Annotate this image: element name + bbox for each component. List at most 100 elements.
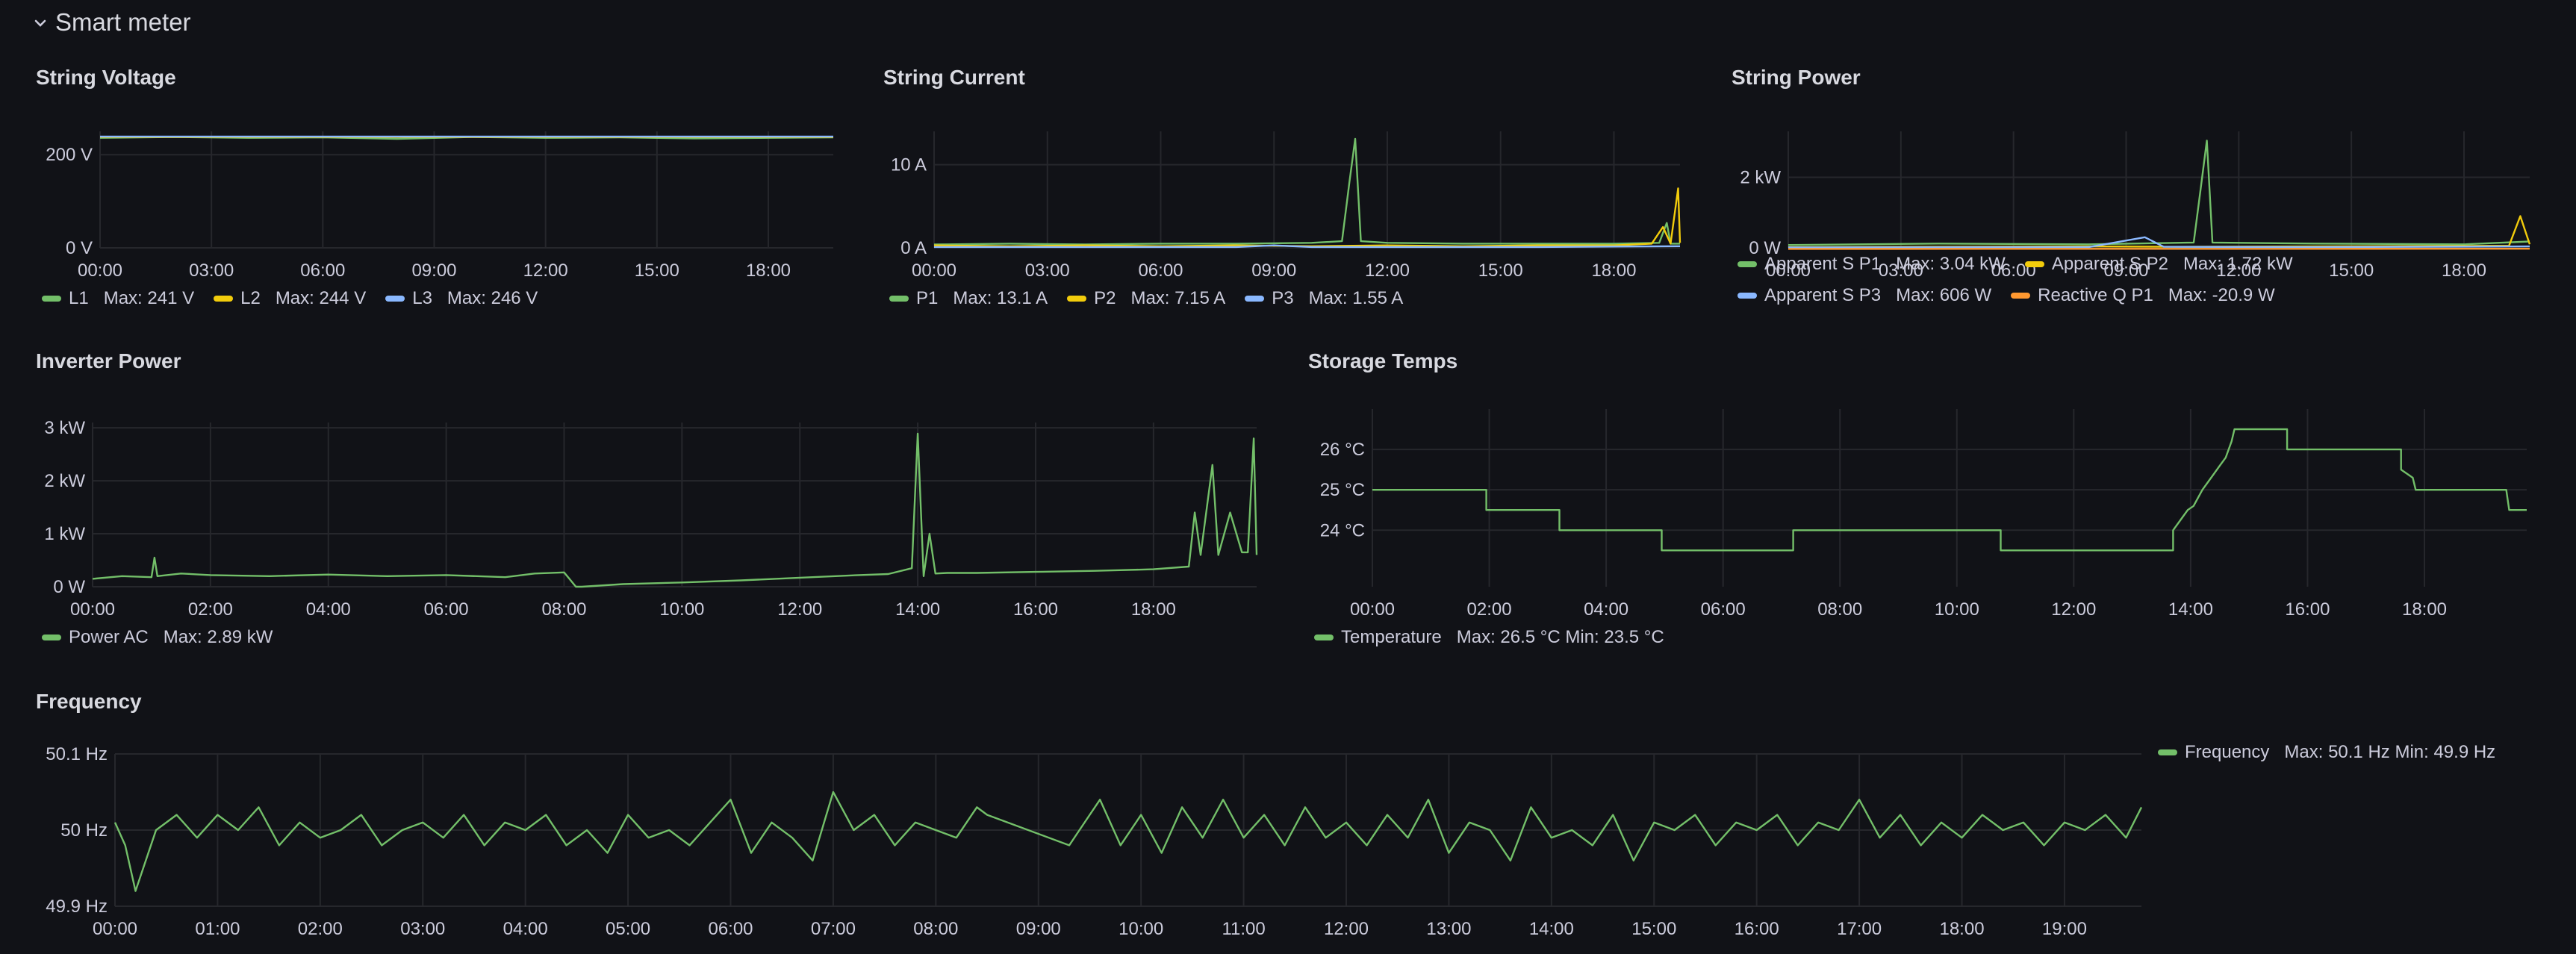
y-tick-label: 10 A	[891, 155, 927, 175]
x-tick-label: 01:00	[195, 919, 240, 939]
series-line-p1	[933, 137, 1680, 246]
legend-item[interactable]: Apparent S P1 Max: 3.04 kW	[1737, 254, 2006, 275]
x-tick-label: 03:00	[189, 261, 234, 281]
legend-item[interactable]: L3 Max: 246 V	[385, 288, 538, 309]
x-tick-label: 04:00	[1584, 599, 1628, 620]
y-tick-label: 0 W	[1749, 238, 1781, 258]
x-tick-label: 02:00	[1467, 599, 1512, 620]
legend-item[interactable]: Apparent S P3 Max: 606 W	[1737, 285, 1991, 306]
y-tick-label: 1 kW	[44, 524, 85, 544]
legend: Temperature Max: 26.5 °C Min: 23.5 °C	[1314, 627, 1664, 648]
legend-series-name: P2	[1094, 288, 1116, 308]
y-tick-label: 2 kW	[1740, 167, 1781, 187]
string-current-chart: 0 A 10 A 00:00 03:00 06:00 09:00 12:00 15:00 18:…	[891, 131, 1681, 281]
legend: L1 Max: 241 V L2 Max: 244 V L3 Max: 246 V	[42, 288, 538, 309]
series-line-apparent-s-p1	[1788, 140, 2530, 246]
series-line-power-ac	[92, 432, 1258, 588]
x-tick-label: 08:00	[541, 599, 586, 620]
legend-swatch	[385, 296, 405, 302]
legend-swatch	[1737, 293, 1757, 299]
legend-stats: Max: 7.15 A	[1130, 288, 1226, 308]
frequency-chart: 49.9 Hz 50 Hz 50.1 Hz 00:00 01:00 02:00 03:00 0…	[46, 744, 2143, 939]
legend-swatch	[1067, 296, 1087, 302]
panel-storage-temps: Storage Temps 24 °C 25 °C 26 °C 00:00 02:00 0…	[1308, 349, 2555, 663]
y-tick-label: 26 °C	[1320, 440, 1365, 460]
y-tick-label: 200 V	[46, 145, 93, 165]
legend: P1 Max: 13.1 A P2 Max: 7.15 A P3 Max: 1.55 A	[889, 288, 1403, 309]
legend-swatch	[2024, 261, 2044, 267]
chevron-down-icon	[33, 8, 48, 37]
legend-item[interactable]: P2 Max: 7.15 A	[1067, 288, 1225, 309]
legend-item[interactable]: Temperature Max: 26.5 °C Min: 23.5 °C	[1314, 627, 1664, 648]
x-tick-label: 15:00	[1631, 919, 1676, 939]
series-line-p2	[933, 187, 1681, 248]
legend: Power AC Max: 2.89 kW	[42, 627, 273, 648]
x-tick-label: 12:00	[1365, 261, 1410, 281]
x-tick-label: 07:00	[811, 919, 856, 939]
x-tick-label: 00:00	[70, 599, 115, 620]
x-tick-label: 19:00	[2042, 919, 2087, 939]
legend-stats: Max: 13.1 A	[953, 288, 1048, 308]
x-tick-label: 00:00	[78, 261, 122, 281]
panel-string-voltage: String Voltage 0 V 200 V 00:00 03:00 06:00 09…	[36, 66, 835, 319]
x-tick-label: 06:00	[1138, 261, 1183, 281]
x-tick-label: 18:00	[1939, 919, 1984, 939]
legend-item[interactable]: Frequency Max: 50.1 Hz Min: 49.9 Hz	[2158, 742, 2495, 763]
x-tick-label: 03:00	[1025, 261, 1070, 281]
legend-stats: Max: 1.55 A	[1308, 288, 1404, 308]
legend-stats: Max: 26.5 °C Min: 23.5 °C	[1456, 627, 1664, 647]
legend-item[interactable]: Apparent S P2 Max: 1.72 kW	[2024, 254, 2293, 275]
legend: Apparent S P1 Max: 3.04 kW Apparent S P2 Ma…	[1737, 254, 2484, 306]
x-tick-label: 00:00	[912, 261, 956, 281]
legend-series-name: P1	[916, 288, 939, 308]
y-tick-label: 0 V	[66, 238, 93, 258]
row-toggle-smart-meter[interactable]: Smart meter	[33, 6, 191, 39]
legend-item[interactable]: Power AC Max: 2.89 kW	[42, 627, 273, 648]
legend-item[interactable]: P1 Max: 13.1 A	[889, 288, 1048, 309]
x-tick-label: 09:00	[1016, 919, 1061, 939]
x-tick-label: 12:00	[2051, 599, 2096, 620]
x-tick-label: 02:00	[188, 599, 233, 620]
x-tick-label: 12:00	[1324, 919, 1369, 939]
x-tick-label: 14:00	[1529, 919, 1574, 939]
y-tick-label: 24 °C	[1320, 520, 1365, 540]
panel-frequency: Frequency 49.9 Hz 50 Hz 50.1 Hz 00:00 01:00 0…	[36, 690, 2545, 954]
x-tick-label: 10:00	[1119, 919, 1163, 939]
legend-series-name: L3	[412, 288, 432, 308]
legend-stats: Max: 1.72 kW	[2183, 254, 2293, 274]
x-tick-label: 09:00	[411, 261, 456, 281]
legend-series-name: Apparent S P2	[2051, 254, 2168, 274]
panel-title: Inverter Power	[36, 349, 181, 372]
y-tick-label: 50 Hz	[60, 820, 108, 841]
x-tick-label: 10:00	[659, 599, 704, 620]
x-tick-label: 14:00	[895, 599, 940, 620]
legend-swatch	[2011, 293, 2031, 299]
panel-title: Frequency	[36, 690, 142, 713]
series-line-p3	[934, 244, 1681, 249]
legend-series-name: Temperature	[1341, 627, 1442, 647]
x-tick-label: 15:00	[1478, 261, 1523, 281]
panel-title: String Current	[883, 66, 1025, 89]
legend-stats: Max: 606 W	[1896, 285, 1992, 305]
panel-inverter-power: Inverter Power 0 W 1 kW 2 kW 3 kW 00:00 02:00…	[36, 349, 1275, 663]
y-tick-label: 50.1 Hz	[46, 744, 108, 764]
x-tick-label: 02:00	[298, 919, 343, 939]
legend-swatch	[214, 296, 234, 302]
series-line-apparent-s-p3	[1788, 236, 2530, 249]
panel-title: String Power	[1732, 66, 1861, 89]
legend-swatch	[42, 635, 61, 640]
panel-title: String Voltage	[36, 66, 176, 89]
legend-item[interactable]: P3 Max: 1.55 A	[1245, 288, 1403, 309]
legend-item[interactable]: Reactive Q P1 Max: -20.9 W	[2011, 285, 2275, 306]
y-tick-label: 2 kW	[44, 471, 85, 491]
x-tick-label: 00:00	[1350, 599, 1395, 620]
legend-swatch	[42, 296, 61, 302]
legend-item[interactable]: L2 Max: 244 V	[214, 288, 366, 309]
legend-series-name: Reactive Q P1	[2038, 285, 2153, 305]
x-tick-label: 18:00	[746, 261, 791, 281]
legend-item[interactable]: L1 Max: 241 V	[42, 288, 194, 309]
x-tick-label: 16:00	[1013, 599, 1058, 620]
x-tick-label: 13:00	[1426, 919, 1471, 939]
y-tick-label: 25 °C	[1320, 480, 1365, 500]
